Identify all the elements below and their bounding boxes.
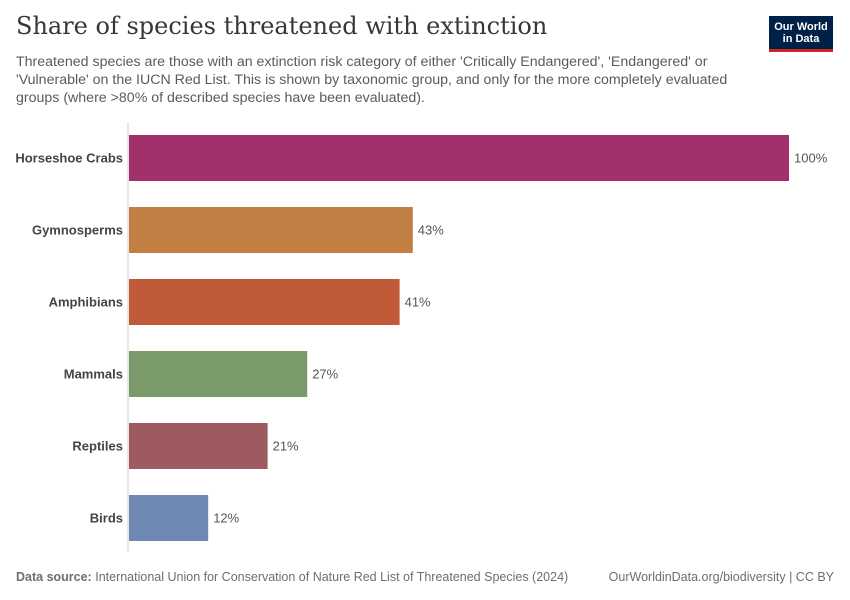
- logo-line-2: in Data: [782, 33, 820, 45]
- attribution-link[interactable]: OurWorldinData.org/biodiversity | CC BY: [608, 570, 834, 584]
- bar-amphibians[interactable]: [129, 279, 400, 325]
- bar-birds[interactable]: [129, 495, 209, 541]
- category-label: Reptiles: [72, 439, 123, 454]
- value-label: 12%: [213, 511, 239, 526]
- category-label: Mammals: [64, 367, 123, 382]
- bar-horseshoe-crabs[interactable]: [129, 135, 789, 181]
- bar-gymnosperms[interactable]: [129, 207, 413, 253]
- bars-group: Horseshoe Crabs 100% Gymnosperms 43% Amphibi…: [15, 135, 828, 541]
- chart-title: Share of species threatened with extinct…: [16, 12, 548, 40]
- source-label: Data source:: [16, 570, 92, 584]
- value-label: 43%: [418, 223, 444, 238]
- value-label: 21%: [273, 439, 299, 454]
- value-label: 100%: [794, 151, 828, 166]
- footer: Data source: International Union for Con…: [16, 570, 834, 584]
- category-label: Gymnosperms: [32, 223, 123, 238]
- owid-logo[interactable]: Our World in Data: [769, 16, 833, 52]
- category-label: Birds: [90, 511, 123, 526]
- logo-line-1: Our World: [774, 21, 828, 33]
- category-label: Horseshoe Crabs: [15, 151, 123, 166]
- bar-chart: Horseshoe Crabs 100% Gymnosperms 43% Amphibi…: [15, 122, 828, 552]
- category-label: Amphibians: [49, 295, 123, 310]
- bar-mammals[interactable]: [129, 351, 308, 397]
- chart-subtitle: Threatened species are those with an ext…: [16, 54, 728, 106]
- value-label: 27%: [312, 367, 338, 382]
- value-label: 41%: [405, 295, 431, 310]
- source-text[interactable]: International Union for Conservation of …: [95, 570, 569, 584]
- bar-reptiles[interactable]: [129, 423, 268, 469]
